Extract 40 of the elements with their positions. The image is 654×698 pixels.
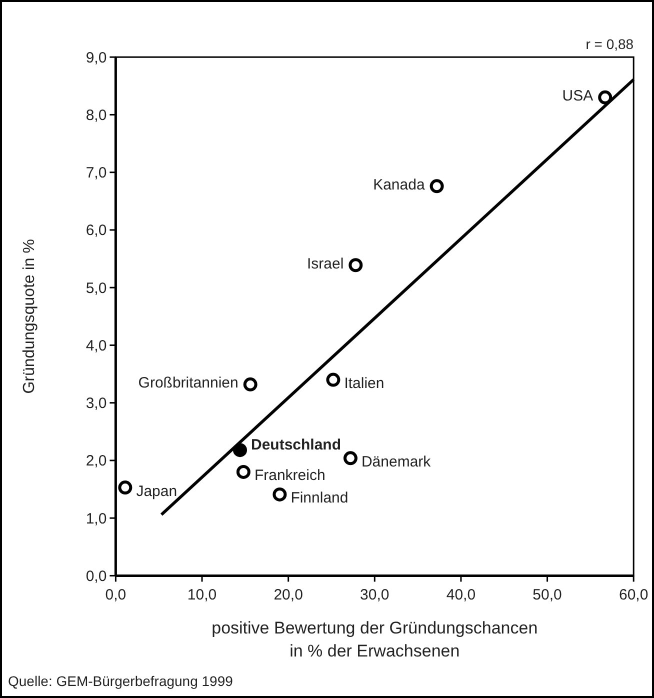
annotation: Japan (136, 482, 178, 500)
annotation: Israel (306, 255, 344, 272)
x-axis-title: positive Bewertung der Gründungschancen in % der Erwachsenen (212, 618, 538, 661)
y-tick-label: 2,0 (86, 452, 107, 470)
x-tick-label: 10,0 (187, 586, 217, 604)
y-tick-label: 1,0 (86, 510, 107, 528)
point (272, 487, 287, 502)
y-tick-label: 6,0 (86, 222, 107, 240)
annotation: Kanada (373, 176, 426, 194)
point (348, 258, 363, 272)
x-tick-label: 40,0 (446, 586, 476, 604)
x-tick-label: 30,0 (360, 586, 390, 604)
annotation: Deutschland (250, 436, 342, 454)
y-axis-title: Gründungsquote in % (21, 239, 38, 394)
y-tick-label: 9,0 (86, 49, 107, 66)
y-tick-label: 0,0 (86, 568, 107, 585)
x-tick-label: 60,0 (619, 586, 648, 604)
y-tick-label: 5,0 (86, 280, 107, 297)
y-tick-label: 8,0 (86, 106, 107, 124)
x-tick-label: 20,0 (274, 586, 303, 604)
point (118, 480, 132, 495)
x-tick-label: 50,0 (532, 586, 562, 604)
annotation: USA (562, 88, 594, 105)
point (243, 377, 258, 392)
y-tick-label: 3,0 (86, 395, 107, 412)
point (326, 372, 340, 387)
y-tick-label: 4,0 (86, 337, 107, 354)
point (598, 90, 612, 104)
y-tick-label: 7,0 (86, 164, 107, 182)
point (343, 451, 358, 466)
annotation: Dänemark (361, 453, 432, 470)
annotation: Finnland (290, 490, 348, 507)
annotation: Großbritannien (138, 374, 238, 392)
annotation: Italien (344, 375, 384, 392)
point (430, 179, 444, 194)
annotation: Frankreich (254, 467, 326, 484)
x-tick-label: 0,0 (105, 586, 126, 604)
source-note: Quelle: GEM-Bürgerbefragung 1999 (8, 673, 234, 689)
text: r = 0,88 (586, 36, 634, 52)
point (236, 464, 250, 479)
